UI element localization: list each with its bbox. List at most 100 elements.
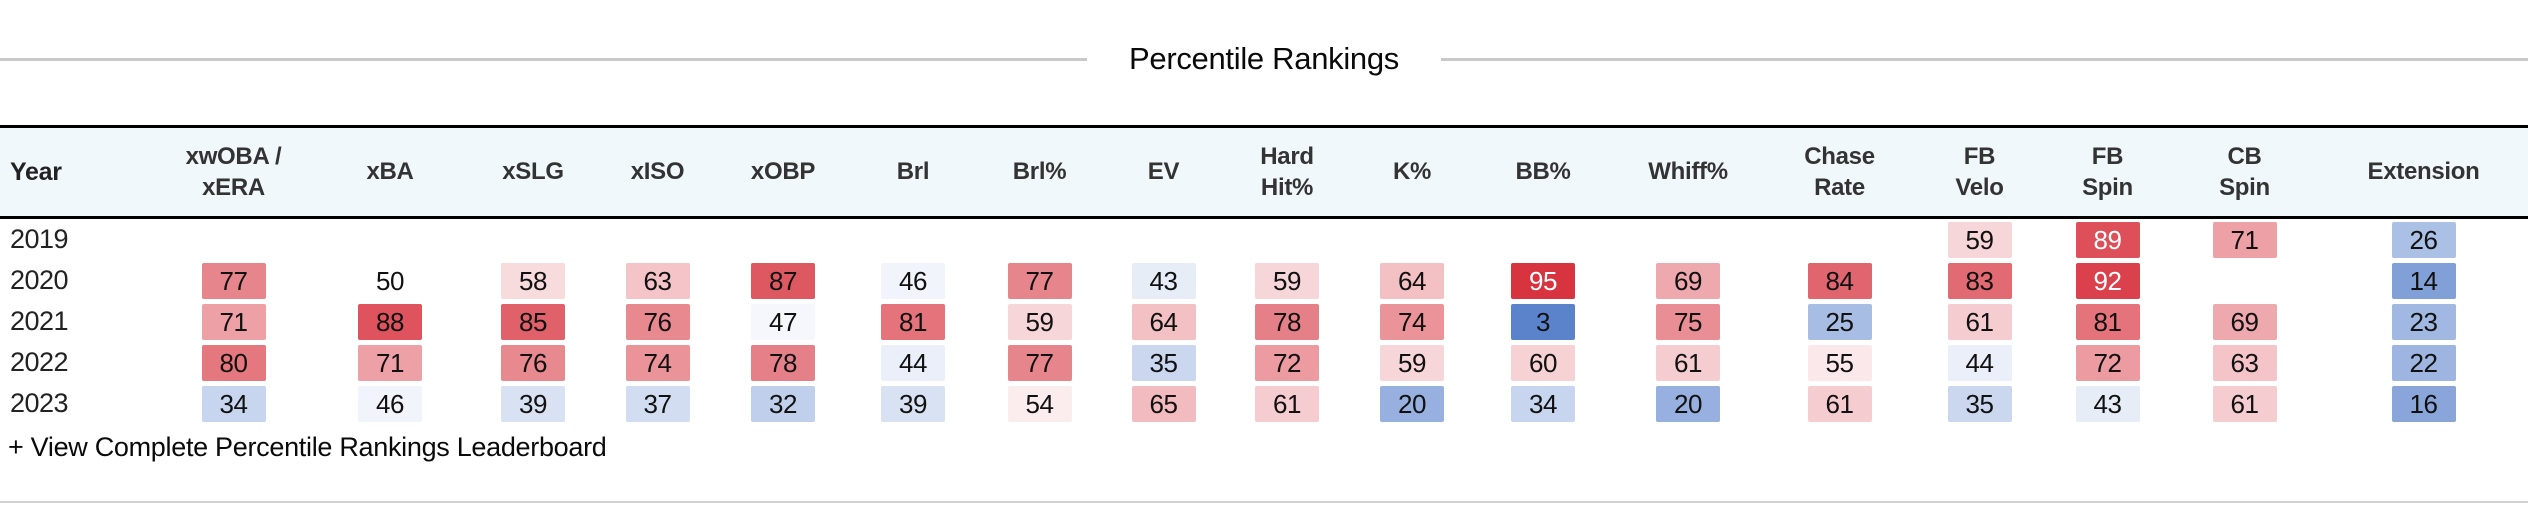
cell-2023-extension: 16 bbox=[2319, 383, 2528, 424]
cell-2020-k_pct: 64 bbox=[1349, 260, 1475, 301]
percentile-box: 72 bbox=[1255, 344, 1319, 381]
percentile-box: 61 bbox=[1656, 344, 1720, 381]
percentile-box: 78 bbox=[1255, 303, 1319, 340]
column-header-xslg: xSLG bbox=[502, 158, 564, 186]
percentile-box: 44 bbox=[881, 344, 945, 381]
percentile-box: 16 bbox=[2391, 385, 2456, 422]
percentile-box: 59 bbox=[1380, 344, 1444, 381]
cell-2019-whiff_pct bbox=[1611, 218, 1765, 261]
cell-2020-xslg: 58 bbox=[468, 260, 598, 301]
percentile-box: 34 bbox=[1511, 385, 1575, 422]
column-header-brl_pct: Brl% bbox=[1012, 158, 1067, 186]
percentile-box: 61 bbox=[2212, 385, 2277, 422]
cell-2019-k_pct bbox=[1349, 218, 1475, 261]
column-header-hard_hit_pct: Hard Hit% bbox=[1260, 142, 1314, 201]
cell-2020-bb_pct: 95 bbox=[1475, 260, 1611, 301]
year-label-2021: 2021 bbox=[10, 306, 69, 336]
cell-2023-xwoba_xera: 34 bbox=[155, 383, 312, 424]
cell-2019-chase_rate bbox=[1765, 218, 1914, 261]
percentile-box: 58 bbox=[501, 262, 565, 299]
cell-2019-xobp bbox=[717, 218, 849, 261]
year-label-2022: 2022 bbox=[10, 347, 69, 377]
column-header-extension: Extension bbox=[2367, 158, 2480, 186]
column-header-xba: xBA bbox=[366, 158, 414, 186]
percentile-box: 20 bbox=[1380, 385, 1444, 422]
percentile-box: 25 bbox=[1807, 303, 1872, 340]
cell-2021-xba: 88 bbox=[312, 301, 468, 342]
column-header-cb_spin: CB Spin bbox=[2219, 142, 2270, 201]
cell-2023-xobp: 32 bbox=[717, 383, 849, 424]
percentile-box: 34 bbox=[201, 385, 266, 422]
cell-2022-hard_hit_pct: 72 bbox=[1225, 342, 1349, 383]
cell-2023-fb_spin: 43 bbox=[2045, 383, 2170, 424]
percentile-box: 77 bbox=[1007, 262, 1072, 299]
percentile-box: 46 bbox=[358, 385, 422, 422]
percentile-box: 77 bbox=[1007, 344, 1072, 381]
cell-2023-xiso: 37 bbox=[598, 383, 717, 424]
cell-2019-fb_spin: 89 bbox=[2045, 218, 2170, 261]
percentile-box: 74 bbox=[625, 344, 690, 381]
percentile-box: 32 bbox=[751, 385, 815, 422]
cell-2022-brl_pct: 77 bbox=[977, 342, 1102, 383]
percentile-box: 61 bbox=[1947, 303, 2012, 340]
percentile-box: 37 bbox=[625, 385, 690, 422]
cell-2022-chase_rate: 55 bbox=[1765, 342, 1914, 383]
cell-2021-fb_velo: 61 bbox=[1914, 301, 2045, 342]
table-footer: + View Complete Percentile Rankings Lead… bbox=[0, 432, 2528, 462]
cell-2021-xslg: 85 bbox=[468, 301, 598, 342]
percentile-box: 59 bbox=[1947, 221, 2012, 258]
year-row-2023: 2023 34 46 39 37 32 39 54 65 61 20 34 20 61 35 43 61 16 bbox=[0, 383, 2528, 424]
percentile-box: 59 bbox=[1255, 262, 1319, 299]
percentile-box: 47 bbox=[751, 303, 815, 340]
cell-2021-hard_hit_pct: 78 bbox=[1225, 301, 1349, 342]
cell-2022-xiso: 74 bbox=[598, 342, 717, 383]
percentile-box: 60 bbox=[1511, 344, 1575, 381]
cell-2022-cb_spin: 63 bbox=[2170, 342, 2319, 383]
section-title: Percentile Rankings bbox=[1129, 41, 1400, 76]
percentile-box: 22 bbox=[2391, 344, 2456, 381]
percentile-box: 63 bbox=[2212, 344, 2277, 381]
cell-2023-ev: 65 bbox=[1102, 383, 1225, 424]
percentile-box: 85 bbox=[501, 303, 565, 340]
cell-2023-chase_rate: 61 bbox=[1765, 383, 1914, 424]
column-header-year: Year bbox=[10, 157, 62, 186]
percentile-box: 46 bbox=[881, 262, 945, 299]
percentile-box: 76 bbox=[501, 344, 565, 381]
cell-2023-whiff_pct: 20 bbox=[1611, 383, 1765, 424]
cell-2023-xslg: 39 bbox=[468, 383, 598, 424]
cell-2021-chase_rate: 25 bbox=[1765, 301, 1914, 342]
cell-2023-bb_pct: 34 bbox=[1475, 383, 1611, 424]
cell-2019-brl_pct bbox=[977, 218, 1102, 261]
cell-2019-bb_pct bbox=[1475, 218, 1611, 261]
percentile-box: 61 bbox=[1255, 385, 1319, 422]
cell-2022-brl: 44 bbox=[849, 342, 977, 383]
year-label-2019: 2019 bbox=[10, 224, 69, 254]
view-leaderboard-link[interactable]: + View Complete Percentile Rankings Lead… bbox=[8, 432, 607, 462]
cell-2021-xobp: 47 bbox=[717, 301, 849, 342]
cell-2019-brl bbox=[849, 218, 977, 261]
cell-2020-fb_spin: 92 bbox=[2045, 260, 2170, 301]
cell-2023-fb_velo: 35 bbox=[1914, 383, 2045, 424]
cell-2022-xslg: 76 bbox=[468, 342, 598, 383]
year-row-2020: 2020 77 50 58 63 87 46 77 43 59 64 95 69 84 83 92 14 bbox=[0, 260, 2528, 301]
column-header-fb_spin: FB Spin bbox=[2082, 142, 2133, 201]
cell-2020-extension: 14 bbox=[2319, 260, 2528, 301]
cell-2021-cb_spin: 69 bbox=[2170, 301, 2319, 342]
cell-2023-hard_hit_pct: 61 bbox=[1225, 383, 1349, 424]
cell-2020-cb_spin bbox=[2170, 260, 2319, 301]
cell-2022-xwoba_xera: 80 bbox=[155, 342, 312, 383]
bottom-divider bbox=[0, 501, 2528, 503]
cell-2021-fb_spin: 81 bbox=[2045, 301, 2170, 342]
percentile-box: 3 bbox=[1511, 303, 1575, 340]
percentile-box: 69 bbox=[1656, 262, 1720, 299]
cell-2019-xiso bbox=[598, 218, 717, 261]
percentile-box: 89 bbox=[2075, 221, 2140, 258]
percentile-rankings-section: Percentile Rankings Year xwOBA / xERA xBA xS… bbox=[0, 40, 2528, 503]
year-label-2020: 2020 bbox=[10, 265, 69, 295]
percentile-box: 71 bbox=[358, 344, 422, 381]
table-body: 2019 59 89 71 26 2020 77 50 58 63 87 46 77 43 59 64 95 69… bbox=[0, 218, 2528, 425]
percentile-box: 59 bbox=[1007, 303, 1072, 340]
percentile-box: 61 bbox=[1807, 385, 1872, 422]
section-title-row: Percentile Rankings bbox=[0, 40, 2528, 78]
year-row-2019: 2019 59 89 71 26 bbox=[0, 218, 2528, 261]
